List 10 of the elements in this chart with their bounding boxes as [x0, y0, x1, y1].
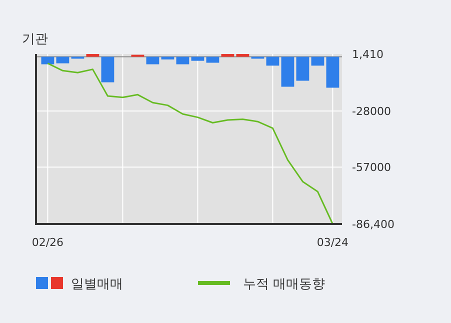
y-tick-label: -86,400 [352, 218, 394, 231]
chart-title: 기관 [22, 32, 48, 47]
x-tick-label: 02/26 [32, 236, 64, 249]
legend-label: 누적 매매동향 [243, 277, 326, 292]
x-tick-label: 03/24 [316, 236, 349, 249]
legend-label: 일별매매 [71, 277, 123, 292]
y-tick-label: -28000 [352, 104, 391, 118]
line-series [46, 62, 334, 225]
y-tick-label: -57000 [352, 161, 391, 174]
y-tick-label: 1,410 [352, 48, 384, 61]
